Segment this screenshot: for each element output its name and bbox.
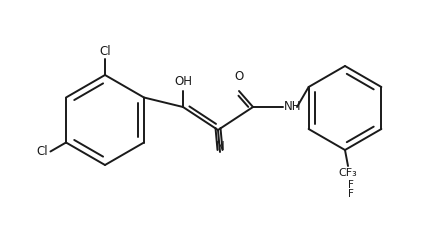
Text: O: O [234,70,244,83]
Text: OH: OH [174,75,192,88]
Text: Cl: Cl [99,45,111,58]
Text: CF₃: CF₃ [339,168,357,178]
Text: N: N [215,140,224,153]
Text: F: F [348,189,354,199]
Text: F: F [348,180,354,190]
Text: NH: NH [284,100,301,113]
Text: Cl: Cl [37,145,49,158]
